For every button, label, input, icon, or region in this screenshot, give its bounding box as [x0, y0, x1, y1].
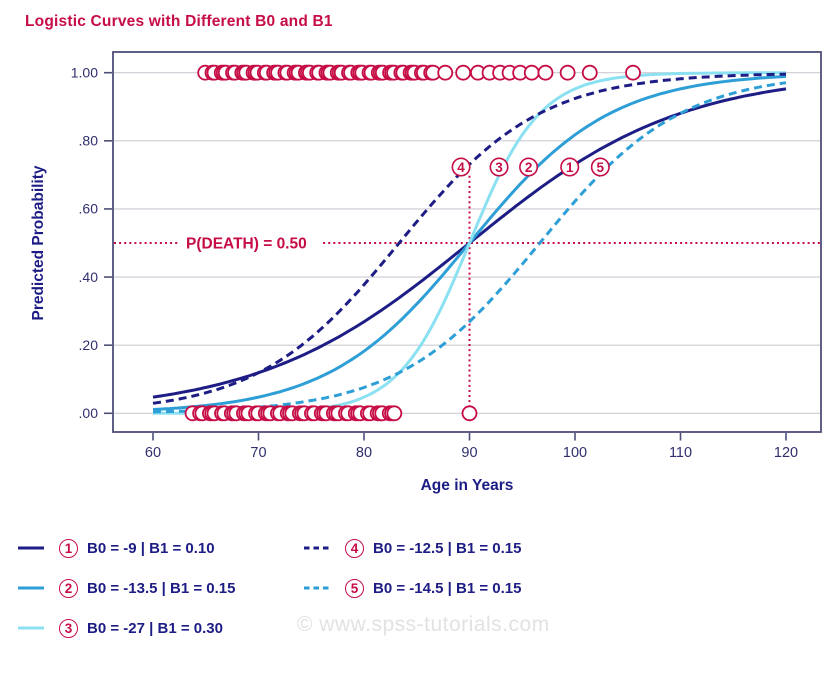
- scatter-point: [437, 64, 454, 81]
- scatter-point: [523, 64, 540, 81]
- legend-number-badge-3: 3: [59, 618, 78, 638]
- curve-tag-number-3: 3: [495, 160, 503, 175]
- legend-item-1: 1 B0 = -9 | B1 = 0.10: [18, 538, 235, 558]
- crosshair-label: P(DEATH) = 0.50: [186, 236, 307, 253]
- crosshair-label-bg: [180, 233, 323, 252]
- x-tick-label: 120: [774, 445, 798, 461]
- curve-tag-circle-1: [560, 157, 580, 177]
- y-tick-label: .80: [79, 133, 99, 149]
- legend-number-badge-4: 4: [345, 538, 364, 558]
- x-axis-title: Age in Years: [420, 477, 514, 494]
- plot-area: P(DEATH) = 0.50 .00 .20 .40 .60 .80 1.00 60 70 80…: [71, 51, 822, 461]
- y-tick-label: .60: [79, 201, 99, 217]
- legend-line-swatch-solid: [18, 546, 44, 550]
- watermark: © www.spss-tutorials.com: [297, 613, 550, 636]
- x-tick-label: 90: [461, 445, 477, 461]
- y-tick-label: .00: [79, 405, 99, 421]
- y-tick-label: .20: [79, 337, 99, 353]
- chart-title: Logistic Curves with Different B0 and B1: [25, 13, 333, 30]
- curve-tag-number-1: 1: [566, 160, 574, 175]
- scatter-point: [559, 64, 576, 81]
- legend-item-3: 3 B0 = -27 | B1 = 0.30: [18, 618, 235, 638]
- x-tick-label: 80: [356, 445, 372, 461]
- legend-number-badge-5: 5: [345, 578, 364, 598]
- legend-line-swatch-dashed: [304, 586, 330, 590]
- x-tick-label: 100: [563, 445, 587, 461]
- scatter-point: [386, 405, 403, 422]
- legend-item-2: 2 B0 = -13.5 | B1 = 0.15: [18, 578, 235, 598]
- legend-line-swatch-solid: [18, 586, 44, 590]
- legend-label: B0 = -14.5 | B1 = 0.15: [373, 579, 522, 597]
- curve-tag-number-2: 2: [525, 160, 533, 175]
- y-tick-label: 1.00: [71, 64, 98, 80]
- legend-number-badge-2: 2: [59, 578, 78, 598]
- legend-label: B0 = -9 | B1 = 0.10: [87, 539, 215, 557]
- scatter-point: [455, 64, 472, 81]
- legend-label: B0 = -12.5 | B1 = 0.15: [373, 539, 522, 557]
- curve-tag-circle-5: [590, 157, 610, 177]
- legend-line-swatch-solid: [18, 626, 44, 630]
- legend-label: B0 = -27 | B1 = 0.30: [87, 619, 223, 637]
- scatter-point: [537, 64, 554, 81]
- curve-tag-number-4: 4: [457, 160, 465, 175]
- x-tick-label: 60: [145, 445, 161, 461]
- legend-item-5: 5 B0 = -14.5 | B1 = 0.15: [304, 578, 521, 598]
- legend-item-4: 4 B0 = -12.5 | B1 = 0.15: [304, 538, 521, 558]
- curve-tag-circle-4: [451, 157, 471, 177]
- x-tick-label: 110: [669, 445, 692, 461]
- legend-column-1: 1 B0 = -9 | B1 = 0.10 2 B0 = -13.5 | B1 = 0…: [18, 538, 235, 658]
- scatter-point: [461, 405, 478, 422]
- y-tick-label: .40: [79, 269, 99, 285]
- legend-column-2: 4 B0 = -12.5 | B1 = 0.15 5 B0 = -14.5 | B1 …: [304, 538, 521, 618]
- plot-frame: [112, 51, 822, 433]
- y-axis-title: Predicted Probability: [30, 165, 47, 321]
- scatter-point: [625, 64, 641, 81]
- scatter-point: [581, 64, 598, 81]
- legend-label: B0 = -13.5 | B1 = 0.15: [87, 579, 236, 597]
- curve-tag-circle-3: [489, 157, 509, 177]
- legend-line-swatch-dashed: [304, 546, 330, 550]
- curve-tag-number-5: 5: [597, 160, 605, 175]
- x-tick-label: 70: [250, 445, 266, 461]
- curve-tag-circle-2: [519, 157, 539, 177]
- legend-number-badge-1: 1: [59, 538, 78, 558]
